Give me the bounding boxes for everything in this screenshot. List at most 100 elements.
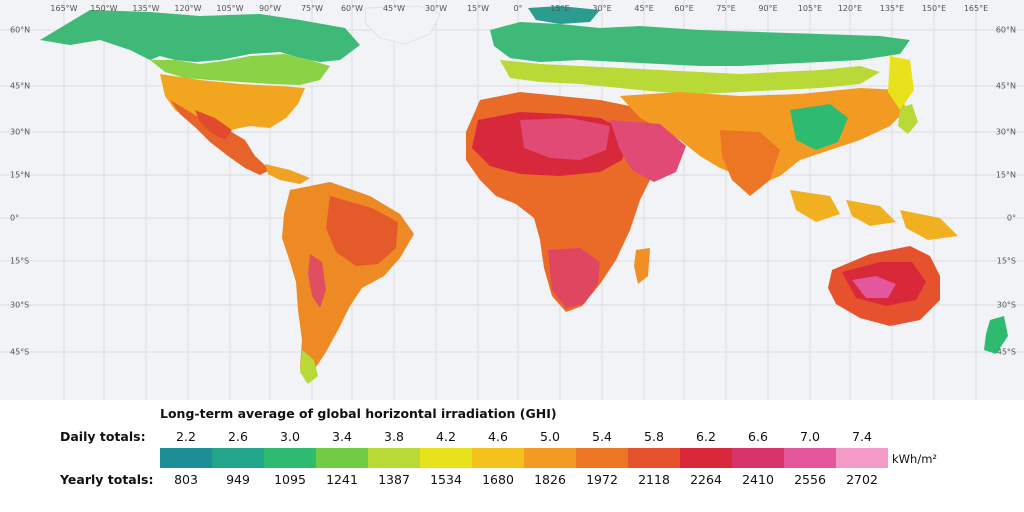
color-scale-cell (628, 448, 680, 468)
latitude-label-right: 60°N (995, 25, 1016, 35)
yearly-value: 1241 (326, 472, 358, 487)
asia (610, 56, 914, 196)
yearly-value: 1095 (274, 472, 306, 487)
yearly-value: 1387 (378, 472, 410, 487)
latitude-label-right: 45°S (996, 347, 1016, 357)
color-scale-cell (836, 448, 888, 468)
daily-totals-label: Daily totals: (60, 429, 146, 444)
latitude-label-right: 0° (1006, 213, 1016, 223)
longitude-label: 0° (513, 4, 523, 13)
yearly-value: 2702 (846, 472, 878, 487)
longitude-label: 60°W (340, 4, 364, 13)
daily-value: 3.0 (280, 429, 300, 444)
se-asia-islands (790, 190, 958, 240)
latitude-label-left: 30°S (10, 300, 30, 310)
longitude-label: 135°W (132, 4, 160, 13)
color-scale-cell (420, 448, 472, 468)
longitude-label: 105°W (216, 4, 244, 13)
latitude-label-right: 45°N (995, 81, 1016, 91)
daily-value: 5.4 (592, 429, 612, 444)
longitude-label: 90°W (258, 4, 282, 13)
daily-value: 4.6 (488, 429, 508, 444)
color-scale-cell (576, 448, 628, 468)
latitude-label-left: 45°S (10, 347, 30, 357)
greenland (364, 5, 441, 45)
yearly-values-row: 803 949 1095 1241 1387 1534 1680 1826 1972 2118 22… (160, 472, 888, 488)
south-america (282, 182, 414, 384)
japan (898, 104, 918, 134)
new-zealand (984, 316, 1008, 354)
daily-value: 5.0 (540, 429, 560, 444)
color-scale-cell (264, 448, 316, 468)
color-scale-cell (784, 448, 836, 468)
yearly-value: 1680 (482, 472, 514, 487)
yearly-value: 1534 (430, 472, 462, 487)
daily-value: 6.2 (696, 429, 716, 444)
daily-value: 3.8 (384, 429, 404, 444)
world-map (0, 0, 1024, 400)
unit-label: kWh/m² (892, 452, 938, 466)
europe (490, 6, 910, 94)
longitude-label: 120°W (174, 4, 202, 13)
daily-value: 7.4 (852, 429, 872, 444)
longitude-label: 75°W (300, 4, 324, 13)
latitude-label-right: 15°N (995, 170, 1016, 180)
australia (828, 246, 940, 326)
latitude-label-left: 60°N (10, 25, 31, 35)
yearly-value: 1826 (534, 472, 566, 487)
latitude-label-left: 15°N (10, 170, 31, 180)
solar-map: 165°W 150°W 135°W 120°W 105°W 90°W 75°W 60°W 45°… (0, 0, 1024, 400)
color-scale-cell (680, 448, 732, 468)
longitude-label: 60°E (674, 4, 694, 13)
longitude-label: 105°E (797, 4, 823, 13)
color-scale-bar (160, 448, 888, 468)
longitude-label: 135°E (879, 4, 905, 13)
daily-value: 7.0 (800, 429, 820, 444)
longitude-label: 45°E (634, 4, 654, 13)
yearly-totals-label: Yearly totals: (60, 472, 154, 487)
color-scale-cell (160, 448, 212, 468)
daily-value: 4.2 (436, 429, 456, 444)
longitude-label: 45°W (382, 4, 406, 13)
longitude-label: 30°W (424, 4, 448, 13)
longitude-label: 165°W (50, 4, 78, 13)
latitude-label-right: 15°S (996, 256, 1016, 266)
daily-value: 6.6 (748, 429, 768, 444)
latitude-label-left: 15°S (10, 256, 30, 266)
color-scale-cell (732, 448, 784, 468)
daily-value: 2.6 (228, 429, 248, 444)
yearly-value: 1972 (586, 472, 618, 487)
longitude-label: 75°E (716, 4, 736, 13)
longitude-label: 150°W (90, 4, 118, 13)
color-scale-cell (472, 448, 524, 468)
latitude-label-left: 45°N (10, 81, 31, 91)
yearly-value: 2410 (742, 472, 774, 487)
longitude-label: 15°W (466, 4, 490, 13)
daily-value: 2.2 (176, 429, 196, 444)
yearly-value: 2264 (690, 472, 722, 487)
longitude-label: 165°E (963, 4, 989, 13)
longitude-label: 120°E (837, 4, 863, 13)
latitude-label-left: 0° (10, 213, 20, 223)
daily-values-row: 2.2 2.6 3.0 3.4 3.8 4.2 4.6 5.0 5.4 5.8 6.2 6.6 7.0 7… (160, 429, 888, 445)
daily-value: 3.4 (332, 429, 352, 444)
latitude-label-left: 30°N (10, 127, 31, 137)
yearly-value: 2118 (638, 472, 670, 487)
longitude-label: 15°E (550, 4, 570, 13)
color-scale-cell (524, 448, 576, 468)
daily-value: 5.8 (644, 429, 664, 444)
yearly-value: 2556 (794, 472, 826, 487)
legend-title: Long-term average of global horizontal i… (160, 406, 557, 421)
color-scale-cell (212, 448, 264, 468)
yearly-value: 949 (226, 472, 250, 487)
color-scale-cell (368, 448, 420, 468)
africa (466, 92, 660, 312)
latitude-label-right: 30°N (995, 127, 1016, 137)
color-scale-cell (316, 448, 368, 468)
latitude-label-right: 30°S (996, 300, 1016, 310)
longitude-label: 150°E (921, 4, 947, 13)
longitude-label: 30°E (592, 4, 612, 13)
yearly-value: 803 (174, 472, 198, 487)
north-america (40, 10, 360, 184)
longitude-label: 90°E (758, 4, 778, 13)
